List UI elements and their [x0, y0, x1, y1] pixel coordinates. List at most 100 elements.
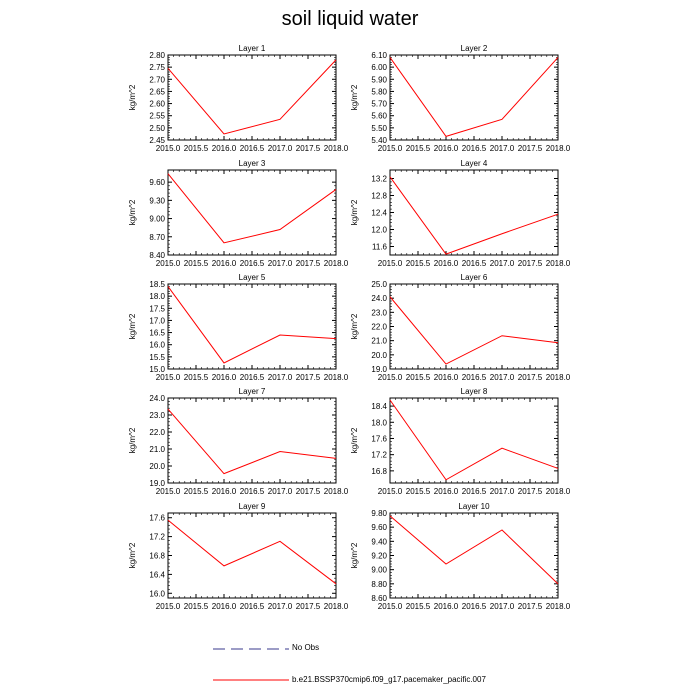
x-tick-label: 2018.0: [324, 487, 349, 496]
series-line: [389, 57, 559, 137]
y-tick-label: 9.00: [371, 566, 387, 575]
y-tick-label: 19.0: [149, 479, 165, 488]
x-tick-label: 2016.5: [240, 373, 265, 382]
y-tick-label: 16.0: [149, 341, 165, 350]
panel-title: Layer 9: [239, 502, 266, 511]
x-tick-label: 2017.0: [490, 373, 515, 382]
legend-no-obs-label: No Obs: [292, 643, 320, 652]
x-tick-label: 2015.0: [156, 602, 181, 611]
x-tick-label: 2016.0: [212, 144, 237, 153]
panel-title: Layer 7: [239, 387, 266, 396]
x-tick-label: 2016.5: [462, 487, 487, 496]
plot-frame: [389, 512, 559, 599]
y-tick-label: 20.0: [149, 462, 165, 471]
y-tick-label: 17.6: [149, 514, 165, 523]
y-axis-label: kg/m^2: [128, 199, 137, 225]
y-tick-label: 2.45: [149, 136, 165, 145]
panel-title: Layer 4: [461, 159, 488, 168]
x-tick-label: 2016.0: [212, 487, 237, 496]
x-tick-label: 2016.5: [462, 602, 487, 611]
x-tick-label: 2016.5: [462, 144, 487, 153]
x-tick-label: 2016.5: [240, 144, 265, 153]
y-tick-label: 9.60: [371, 523, 387, 532]
x-tick-label: 2018.0: [324, 259, 349, 268]
series-line: [389, 515, 559, 585]
panel-title: Layer 5: [239, 273, 266, 282]
y-tick-label: 9.30: [149, 196, 165, 205]
y-tick-label: 16.0: [149, 589, 165, 598]
plot-frame: [389, 54, 559, 141]
x-tick-label: 2015.5: [184, 602, 209, 611]
y-tick-label: 12.4: [371, 209, 387, 218]
x-tick-label: 2015.0: [378, 259, 403, 268]
x-tick-label: 2016.0: [212, 602, 237, 611]
x-tick-label: 2015.5: [406, 144, 431, 153]
y-tick-label: 17.5: [149, 304, 165, 313]
y-tick-label: 8.40: [149, 251, 165, 260]
y-tick-label: 18.0: [149, 292, 165, 301]
panel-title: Layer 1: [239, 44, 266, 53]
x-tick-label: 2017.5: [296, 602, 321, 611]
x-tick-label: 2015.0: [378, 373, 403, 382]
x-tick-label: 2017.5: [518, 602, 543, 611]
y-tick-label: 13.2: [371, 175, 387, 184]
x-tick-label: 2015.5: [406, 487, 431, 496]
y-tick-label: 2.75: [149, 63, 165, 72]
y-tick-label: 15.5: [149, 353, 165, 362]
y-axis-label: kg/m^2: [350, 313, 359, 339]
y-tick-label: 9.60: [149, 178, 165, 187]
y-axis-label: kg/m^2: [128, 542, 137, 568]
x-tick-label: 2016.0: [212, 373, 237, 382]
plot-frame: [167, 283, 337, 370]
x-tick-label: 2015.5: [184, 259, 209, 268]
x-tick-label: 2016.0: [212, 259, 237, 268]
y-tick-label: 18.0: [371, 418, 387, 427]
x-tick-label: 2018.0: [324, 144, 349, 153]
series-line: [167, 408, 337, 475]
x-tick-label: 2015.0: [156, 144, 181, 153]
series-line: [167, 173, 337, 244]
x-tick-label: 2015.0: [156, 373, 181, 382]
y-tick-label: 2.65: [149, 87, 165, 96]
y-tick-label: 5.80: [371, 87, 387, 96]
y-axis-label: kg/m^2: [128, 427, 137, 453]
x-tick-label: 2017.0: [268, 602, 293, 611]
legend-no-obs-line: [213, 648, 289, 650]
x-tick-label: 2017.0: [268, 144, 293, 153]
plot-frame: [167, 169, 337, 256]
x-tick-label: 2015.5: [184, 373, 209, 382]
y-tick-label: 5.40: [371, 136, 387, 145]
y-axis-label: kg/m^2: [128, 313, 137, 339]
y-tick-label: 9.40: [371, 537, 387, 546]
y-tick-label: 17.2: [371, 451, 387, 460]
x-tick-label: 2016.0: [434, 602, 459, 611]
y-tick-label: 16.5: [149, 329, 165, 338]
y-tick-label: 2.70: [149, 75, 165, 84]
y-tick-label: 12.8: [371, 192, 387, 201]
y-axis-label: kg/m^2: [350, 199, 359, 225]
x-tick-label: 2017.5: [296, 259, 321, 268]
y-tick-label: 8.60: [371, 594, 387, 603]
x-tick-label: 2015.5: [406, 602, 431, 611]
x-tick-label: 2018.0: [546, 487, 571, 496]
x-tick-label: 2016.0: [434, 487, 459, 496]
y-axis-label: kg/m^2: [350, 542, 359, 568]
legend-model-label: b.e21.BSSP370cmip6.f09_g17.pacemaker_pac…: [292, 675, 486, 684]
y-tick-label: 9.00: [149, 215, 165, 224]
plot-frame: [389, 397, 559, 484]
y-tick-label: 17.6: [371, 434, 387, 443]
series-line: [167, 519, 337, 585]
y-tick-label: 21.0: [149, 445, 165, 454]
y-axis-label: kg/m^2: [350, 427, 359, 453]
x-tick-label: 2016.5: [240, 259, 265, 268]
panel-title: Layer 2: [461, 44, 488, 53]
y-axis-label: kg/m^2: [128, 84, 137, 110]
y-tick-label: 19.0: [371, 365, 387, 374]
x-tick-label: 2015.0: [156, 487, 181, 496]
y-tick-label: 5.60: [371, 112, 387, 121]
x-tick-label: 2018.0: [324, 602, 349, 611]
